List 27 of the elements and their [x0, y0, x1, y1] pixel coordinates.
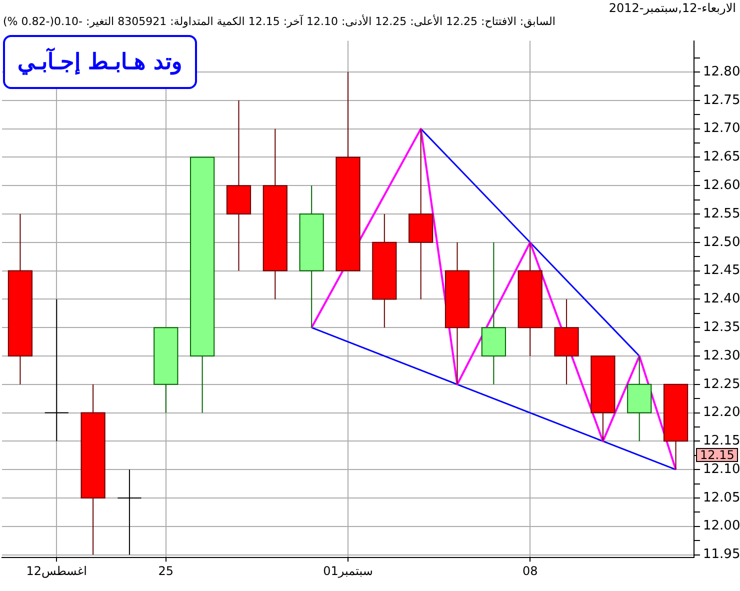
- x-tick-label: 12اغسطس: [26, 564, 88, 578]
- candlestick: [44, 298, 69, 442]
- y-tick-label: 12.65: [703, 150, 740, 165]
- y-tick-label: 12.80: [703, 64, 740, 80]
- y-tick-label: 12.75: [703, 92, 740, 108]
- y-tick-label: 12.40: [703, 292, 740, 307]
- y-tick-label: 12.00: [703, 518, 740, 534]
- x-tick-label: 25: [158, 564, 174, 578]
- y-tick-label: 12.05: [703, 490, 740, 506]
- y-tick-label: 12.50: [703, 234, 740, 250]
- y-tick-label: 12.70: [703, 121, 740, 136]
- y-tick-label: 11.95: [703, 547, 740, 562]
- chart-title: الاربعاء-12,سبتمبر-2012: [608, 1, 736, 15]
- chart-subtitle: السابق: الافتتاح: 12.25 الأعلى: 12.25 الأدنى: 12.10 آخر: 12.15 الكمية المتداولة: 8305921 التغير: -0.10(-0.82 %): [3, 15, 556, 28]
- y-tick-label: 12.60: [703, 178, 740, 193]
- y-tick-label: 12.25: [703, 376, 740, 392]
- x-tick-label: 08: [522, 564, 538, 578]
- y-tick-label: 12.45: [703, 263, 740, 278]
- y-tick-label: 12.20: [703, 405, 740, 420]
- candlestick: [117, 469, 142, 556]
- y-tick-label: 12.30: [703, 348, 740, 364]
- y-tick-label: 12.55: [703, 206, 740, 222]
- y-tick-label: 12.35: [703, 320, 740, 335]
- y-tick-label: 12.10: [703, 462, 740, 477]
- annotation: وتد هـابـط إجـآبـي: [3, 35, 197, 89]
- y-tick-label: 12.15: [703, 434, 740, 449]
- x-tick-label: 01سبتمبر: [323, 564, 373, 578]
